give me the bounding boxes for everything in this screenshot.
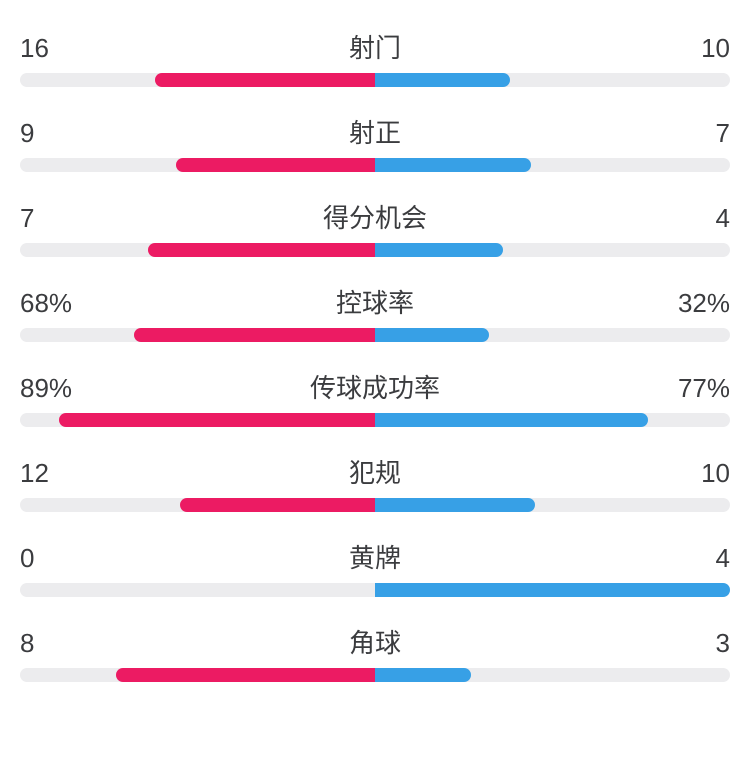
stat-bar-left-fill (134, 328, 375, 342)
stat-right-value: 4 (630, 203, 730, 234)
stat-label: 射门 (120, 28, 630, 65)
stat-right-value: 32% (630, 288, 730, 319)
stat-bar-right-track (375, 668, 730, 682)
stat-header: 12犯规10 (20, 453, 730, 490)
stat-row: 8角球3 (20, 623, 730, 682)
stat-right-value: 10 (630, 458, 730, 489)
stat-bar-track (20, 668, 730, 682)
stat-bar-left-track (20, 328, 375, 342)
stat-bar-track (20, 243, 730, 257)
stat-bar-right-fill (375, 73, 510, 87)
stat-bar-right-fill (375, 583, 730, 597)
stat-bar-track (20, 73, 730, 87)
stat-bar-left-fill (176, 158, 375, 172)
stat-left-value: 9 (20, 118, 120, 149)
stat-bar-right-track (375, 498, 730, 512)
stat-bar-track (20, 413, 730, 427)
stat-row: 12犯规10 (20, 453, 730, 512)
stat-bar-right-fill (375, 498, 535, 512)
stat-bar-track (20, 583, 730, 597)
stat-bar-left-fill (155, 73, 375, 87)
stat-bar-left-track (20, 583, 375, 597)
stat-bar-track (20, 498, 730, 512)
stat-bar-right-fill (375, 413, 648, 427)
stat-bar-right-fill (375, 243, 503, 257)
stat-header: 16射门10 (20, 28, 730, 65)
stat-bar-right-track (375, 73, 730, 87)
stat-bar-left-track (20, 73, 375, 87)
stat-header: 7得分机会4 (20, 198, 730, 235)
stat-bar-left-track (20, 158, 375, 172)
stat-header: 0黄牌4 (20, 538, 730, 575)
stat-label: 射正 (120, 113, 630, 150)
stat-left-value: 16 (20, 33, 120, 64)
stat-bar-left-fill (59, 413, 375, 427)
stat-bar-right-fill (375, 328, 489, 342)
stat-label: 得分机会 (120, 198, 630, 235)
stat-label: 传球成功率 (120, 368, 630, 405)
match-stats-list: 16射门109射正77得分机会468%控球率32%89%传球成功率77%12犯规… (20, 28, 730, 682)
stat-row: 7得分机会4 (20, 198, 730, 257)
stat-right-value: 77% (630, 373, 730, 404)
stat-row: 89%传球成功率77% (20, 368, 730, 427)
stat-bar-right-track (375, 413, 730, 427)
stat-bar-left-track (20, 243, 375, 257)
stat-left-value: 12 (20, 458, 120, 489)
stat-bar-track (20, 158, 730, 172)
stat-label: 犯规 (120, 453, 630, 490)
stat-header: 68%控球率32% (20, 283, 730, 320)
stat-row: 16射门10 (20, 28, 730, 87)
stat-bar-right-track (375, 583, 730, 597)
stat-left-value: 68% (20, 288, 120, 319)
stat-label: 角球 (120, 623, 630, 660)
stat-bar-left-track (20, 498, 375, 512)
stat-left-value: 8 (20, 628, 120, 659)
stat-right-value: 3 (630, 628, 730, 659)
stat-right-value: 4 (630, 543, 730, 574)
stat-bar-right-fill (375, 158, 531, 172)
stat-row: 0黄牌4 (20, 538, 730, 597)
stat-right-value: 7 (630, 118, 730, 149)
stat-bar-right-fill (375, 668, 471, 682)
stat-header: 89%传球成功率77% (20, 368, 730, 405)
stat-bar-right-track (375, 328, 730, 342)
stat-header: 9射正7 (20, 113, 730, 150)
stat-row: 9射正7 (20, 113, 730, 172)
stat-row: 68%控球率32% (20, 283, 730, 342)
stat-bar-left-track (20, 413, 375, 427)
stat-header: 8角球3 (20, 623, 730, 660)
stat-bar-right-track (375, 243, 730, 257)
stat-label: 控球率 (120, 283, 630, 320)
stat-bar-left-fill (180, 498, 375, 512)
stat-right-value: 10 (630, 33, 730, 64)
stat-left-value: 7 (20, 203, 120, 234)
stat-bar-left-fill (116, 668, 375, 682)
stat-bar-track (20, 328, 730, 342)
stat-label: 黄牌 (120, 538, 630, 575)
stat-bar-left-track (20, 668, 375, 682)
stat-left-value: 89% (20, 373, 120, 404)
stat-bar-right-track (375, 158, 730, 172)
stat-left-value: 0 (20, 543, 120, 574)
stat-bar-left-fill (148, 243, 375, 257)
